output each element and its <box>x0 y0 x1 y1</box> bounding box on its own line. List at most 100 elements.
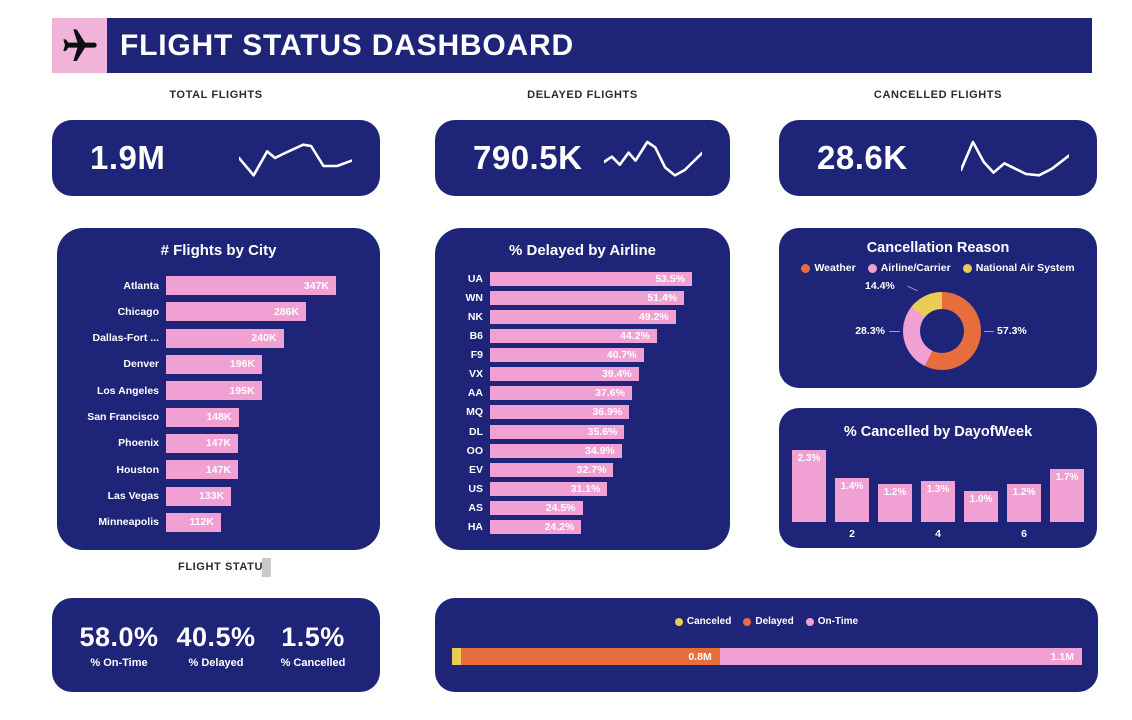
bar-row: Denver 196K <box>71 354 336 374</box>
bar[interactable]: 347K <box>166 276 336 295</box>
metric-on-time: 58.0% % On-Time <box>76 622 162 669</box>
category-label: EV <box>468 463 483 476</box>
bar-track: 112K <box>166 512 336 532</box>
cancellation-reason-legend: Weather Airline/Carrier National Air Syste… <box>779 262 1097 274</box>
delayed-by-airline-card: % Delayed by Airline UA 53.5% WN 51.4% NK 49.… <box>435 228 730 550</box>
metric-cancelled: 1.5% % Cancelled <box>270 622 356 669</box>
status-breakdown-bar: 0.8M 1.1M <box>452 648 1082 665</box>
bar-row: US 31.1% <box>449 481 692 496</box>
x-tick-label <box>1050 528 1084 540</box>
bar-track: 147K <box>166 433 336 453</box>
category-label: US <box>468 482 483 495</box>
bar-row: NK 49.2% <box>449 310 692 325</box>
segment-on-time[interactable]: 1.1M <box>719 648 1082 665</box>
bar-track: 32.7% <box>490 462 692 477</box>
page-title: FLIGHT STATUS DASHBOARD <box>120 28 574 62</box>
legend-dot <box>801 263 811 273</box>
bar[interactable]: 1.4% <box>835 478 869 522</box>
kpi-card-cancelled-flights[interactable]: 28.6K <box>779 120 1097 196</box>
cancellation-reason-title: Cancellation Reason <box>866 240 1010 256</box>
cancelled-by-dayofweek-axis: 2 4 6 <box>792 528 1084 540</box>
metric-value: 58.0% <box>79 621 159 652</box>
bar[interactable]: 35.6% <box>490 424 625 439</box>
bar[interactable]: 112K <box>166 512 221 532</box>
bar[interactable]: 40.7% <box>490 348 644 363</box>
bar[interactable]: 44.2% <box>490 329 657 344</box>
bar[interactable]: 31.1% <box>490 481 608 496</box>
bar-track: 35.6% <box>490 424 692 439</box>
bar-row: Las Vegas 133K <box>71 486 336 506</box>
bar-track: 24.5% <box>490 500 692 515</box>
bar[interactable]: 2.3% <box>792 450 826 522</box>
cancellation-donut[interactable] <box>903 292 981 370</box>
value-label: 2.3% <box>797 453 821 464</box>
bar[interactable]: 34.9% <box>490 443 622 458</box>
bar-track: 31.1% <box>490 481 692 496</box>
bar[interactable]: 1.2% <box>878 484 912 522</box>
bar-track: 24.2% <box>490 519 692 534</box>
kpi-title-cancelled-flights: CANCELLED FLIGHTS <box>873 89 1003 101</box>
value-label: 347K <box>303 279 329 292</box>
legend-label: On-Time <box>817 616 859 627</box>
bar[interactable]: 286K <box>166 302 307 322</box>
sparkline-cancelled-flights <box>961 134 1069 182</box>
category-label: AA <box>467 387 483 400</box>
bar[interactable]: 1.3% <box>921 481 955 522</box>
bar[interactable]: 39.4% <box>490 367 639 382</box>
value-label: 37.6% <box>595 387 625 400</box>
bar[interactable]: 24.5% <box>490 500 583 515</box>
value-label: 34.9% <box>584 444 615 457</box>
legend-label: National Air System <box>975 262 1075 274</box>
airplane-glyph <box>62 28 97 61</box>
x-tick-label <box>964 528 998 540</box>
kpi-card-delayed-flights[interactable]: 790.5K <box>435 120 730 196</box>
bar[interactable]: 37.6% <box>490 386 632 401</box>
metric-delayed: 40.5% % Delayed <box>173 622 259 669</box>
category-label: AS <box>468 501 483 514</box>
bar[interactable]: 51.4% <box>490 291 685 306</box>
bar[interactable]: 36.9% <box>490 405 630 420</box>
bar[interactable]: 195K <box>166 381 262 401</box>
bar-row: HA 24.2% <box>449 519 692 534</box>
bar-row: Dallas-Fort ... 240K <box>71 328 336 348</box>
bar[interactable]: 24.2% <box>490 519 582 534</box>
bar[interactable]: 1.2% <box>1007 484 1041 522</box>
bar[interactable]: 53.5% <box>490 272 692 286</box>
slicer-scrollbar[interactable] <box>262 558 271 577</box>
category-label: F9 <box>470 349 483 362</box>
bar[interactable]: 1.0% <box>964 490 998 522</box>
bar[interactable]: 133K <box>166 486 232 506</box>
category-label: Dallas-Fort ... <box>92 332 159 345</box>
flights-by-city-title: # Flights by City <box>160 242 277 259</box>
category-label: HA <box>467 520 483 533</box>
metric-label: % On-Time <box>90 656 148 669</box>
kpi-value-total-flights: 1.9M <box>90 139 166 176</box>
segment-canceled[interactable] <box>452 648 462 665</box>
bar[interactable]: 147K <box>166 460 239 480</box>
category-label: VX <box>468 368 483 381</box>
x-tick-label <box>878 528 912 540</box>
bar[interactable]: 240K <box>166 328 284 348</box>
value-label: 49.2% <box>638 311 669 324</box>
bar[interactable]: 147K <box>166 433 239 453</box>
category-label: Houston <box>116 463 159 476</box>
kpi-card-total-flights[interactable]: 1.9M <box>52 120 380 196</box>
category-label: MQ <box>466 406 483 419</box>
segment-delayed[interactable]: 0.8M <box>461 648 720 665</box>
kpi-value-delayed-flights: 790.5K <box>473 139 583 176</box>
value-label: 148K <box>206 411 232 424</box>
bar-track: 133K <box>166 486 336 506</box>
bar[interactable]: 148K <box>166 407 239 427</box>
value-label: 196K <box>229 358 256 371</box>
category-label: DL <box>469 425 483 438</box>
bar[interactable]: 32.7% <box>490 462 614 477</box>
bar[interactable]: 49.2% <box>490 310 676 325</box>
bar-row: B6 44.2% <box>449 329 692 344</box>
bar[interactable]: 1.7% <box>1050 468 1084 522</box>
value-label: 53.5% <box>655 273 685 285</box>
metric-value: 1.5% <box>281 621 345 652</box>
bar[interactable]: 196K <box>166 354 263 374</box>
sparkline-delayed-flights <box>604 134 702 182</box>
bar-row: Atlanta 347K <box>71 276 336 295</box>
value-label: 1.7% <box>1055 471 1079 483</box>
